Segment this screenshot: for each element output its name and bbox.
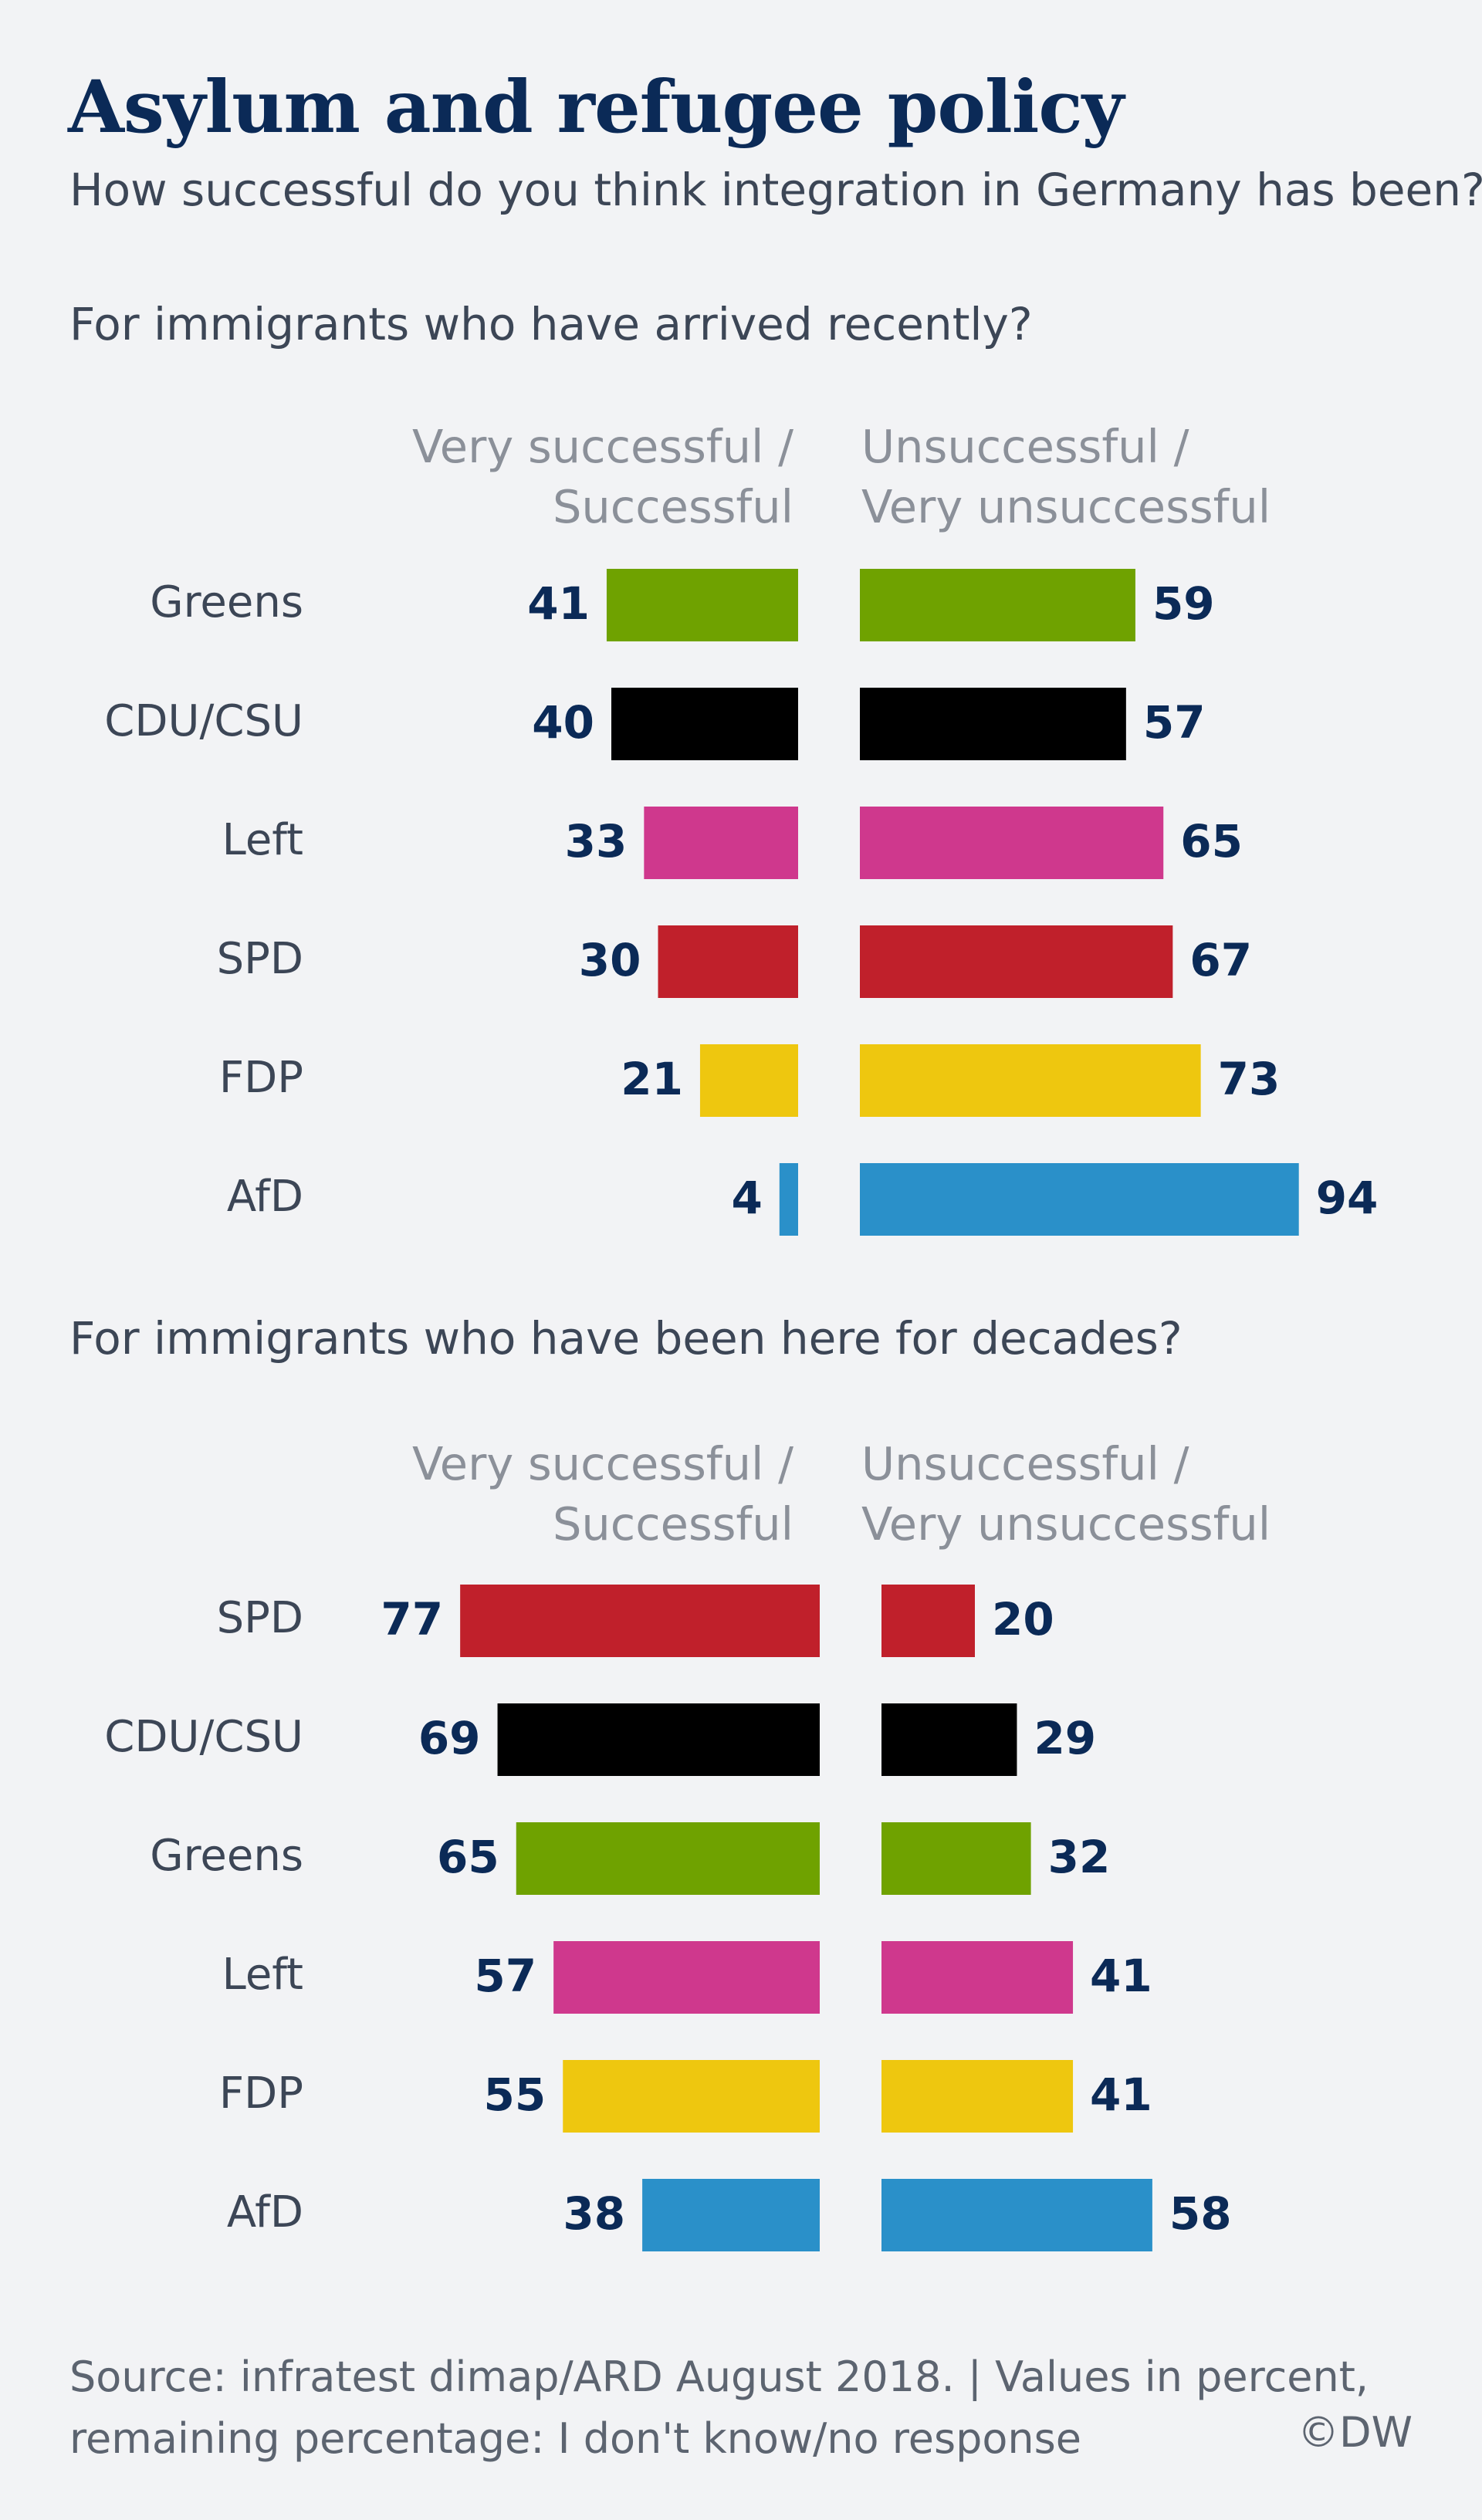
section-2-cdu-csu-successful-bar [497, 1703, 820, 1776]
section-2-cdu-csu-unsuccessful-value: 29 [1034, 1712, 1096, 1764]
section-2-spd-unsuccessful-bar [881, 1585, 975, 1657]
section-2-greens-unsuccessful-bar [881, 1822, 1031, 1895]
section-2-greens-category-label: Greens [150, 1831, 303, 1881]
section-2-question: For immigrants who have been here for de… [69, 1312, 1183, 1365]
source-line-1: Source: infratest dimap/ARD August 2018.… [69, 2353, 1369, 2401]
section-2-fdp-successful-value: 55 [484, 2068, 546, 2121]
section-2-spd-unsuccessful-value: 20 [992, 1593, 1054, 1646]
section-1-fdp-successful-bar [699, 1044, 798, 1117]
section-2-spd-category-label: SPD [217, 1593, 303, 1643]
section-2-greens-successful-value: 65 [437, 1831, 499, 1883]
dw-credit: ©DW [1298, 2408, 1413, 2457]
section-2-right-header-line2: Very unsuccessful [861, 1497, 1271, 1551]
section-1-fdp-unsuccessful-value: 73 [1218, 1053, 1281, 1105]
section-1-greens-category-label: Greens [150, 577, 303, 627]
section-1-left-header-line2: Successful [552, 480, 793, 533]
section-2-greens-successful-bar [516, 1822, 820, 1895]
section-2-left-successful-bar [553, 1941, 820, 2014]
section-2-fdp-category-label: FDP [219, 2068, 303, 2119]
section-1-greens-successful-value: 41 [527, 577, 590, 630]
section-2-spd-successful-bar [460, 1585, 820, 1657]
section-1-spd-unsuccessful-bar [860, 925, 1173, 998]
section-1-spd-category-label: SPD [217, 934, 303, 984]
section-1-afd-successful-value: 4 [731, 1172, 762, 1224]
section-1-greens-unsuccessful-value: 59 [1152, 577, 1215, 630]
section-2-greens-unsuccessful-value: 32 [1048, 1831, 1111, 1883]
chart-title: Asylum and refugee policy [68, 65, 1124, 150]
section-1-right-header: Unsuccessful / Very unsuccessful [861, 417, 1271, 537]
section-1-greens-unsuccessful-bar [860, 569, 1135, 641]
chart-subtitle: How successful do you think integration … [69, 164, 1482, 216]
section-1-cdu-csu-unsuccessful-bar [860, 688, 1126, 760]
section-1-afd-unsuccessful-bar [860, 1163, 1299, 1236]
section-1-afd-category-label: AfD [227, 1172, 303, 1222]
section-1-fdp-category-label: FDP [219, 1053, 303, 1103]
section-2-left-header-line2: Successful [552, 1497, 793, 1551]
section-1-cdu-csu-category-label: CDU/CSU [104, 696, 303, 746]
source-note: Source: infratest dimap/ARD August 2018.… [69, 2346, 1369, 2470]
section-1-afd-successful-bar [779, 1163, 798, 1236]
section-2-left-category-label: Left [222, 1950, 303, 2000]
section-1-afd-unsuccessful-value: 94 [1316, 1172, 1379, 1224]
section-2-left-header: Very successful / Successful [412, 1434, 793, 1554]
section-1-left-successful-bar [644, 807, 798, 879]
section-1-cdu-csu-unsuccessful-value: 57 [1143, 696, 1206, 749]
section-1-left-successful-value: 33 [565, 815, 628, 868]
section-1-right-header-line2: Very unsuccessful [861, 480, 1271, 533]
section-1-spd-successful-bar [658, 925, 798, 998]
section-2-left-unsuccessful-bar [881, 1941, 1074, 2014]
section-1-left-header-line1: Very successful / [412, 420, 793, 473]
section-1-spd-successful-value: 30 [579, 934, 641, 986]
section-1-left-category-label: Left [222, 815, 303, 865]
section-1-greens-successful-bar [606, 569, 798, 641]
source-line-2: remaining percentage: I don't know/no re… [69, 2414, 1082, 2463]
section-2-left-successful-value: 57 [474, 1950, 536, 2002]
section-2-left-unsuccessful-value: 41 [1090, 1950, 1152, 2002]
section-2-afd-successful-value: 38 [563, 2187, 625, 2240]
section-2-afd-unsuccessful-value: 58 [1169, 2187, 1232, 2240]
section-2-spd-successful-value: 77 [381, 1593, 443, 1646]
section-1-cdu-csu-successful-bar [611, 688, 798, 760]
section-1-spd-unsuccessful-value: 67 [1189, 934, 1252, 986]
section-2-fdp-successful-bar [563, 2060, 820, 2133]
section-1-cdu-csu-successful-value: 40 [532, 696, 594, 749]
section-1-fdp-unsuccessful-bar [860, 1044, 1201, 1117]
section-2-right-header: Unsuccessful / Very unsuccessful [861, 1434, 1271, 1554]
section-1-left-unsuccessful-value: 65 [1180, 815, 1243, 868]
section-2-afd-successful-bar [642, 2179, 820, 2251]
section-2-afd-unsuccessful-bar [881, 2179, 1152, 2251]
section-2-fdp-unsuccessful-bar [881, 2060, 1074, 2133]
section-1-left-header: Very successful / Successful [412, 417, 793, 537]
section-2-cdu-csu-unsuccessful-bar [881, 1703, 1017, 1776]
section-2-cdu-csu-category-label: CDU/CSU [104, 1712, 303, 1762]
section-2-afd-category-label: AfD [227, 2187, 303, 2238]
section-2-right-header-line1: Unsuccessful / [861, 1437, 1189, 1490]
section-2-left-header-line1: Very successful / [412, 1437, 793, 1490]
section-1-right-header-line1: Unsuccessful / [861, 420, 1189, 473]
section-2-cdu-csu-successful-value: 69 [418, 1712, 481, 1764]
section-1-fdp-successful-value: 21 [621, 1053, 683, 1105]
section-2-fdp-unsuccessful-value: 41 [1090, 2068, 1152, 2121]
section-1-left-unsuccessful-bar [860, 807, 1164, 879]
section-1-question: For immigrants who have arrived recently… [69, 298, 1033, 350]
